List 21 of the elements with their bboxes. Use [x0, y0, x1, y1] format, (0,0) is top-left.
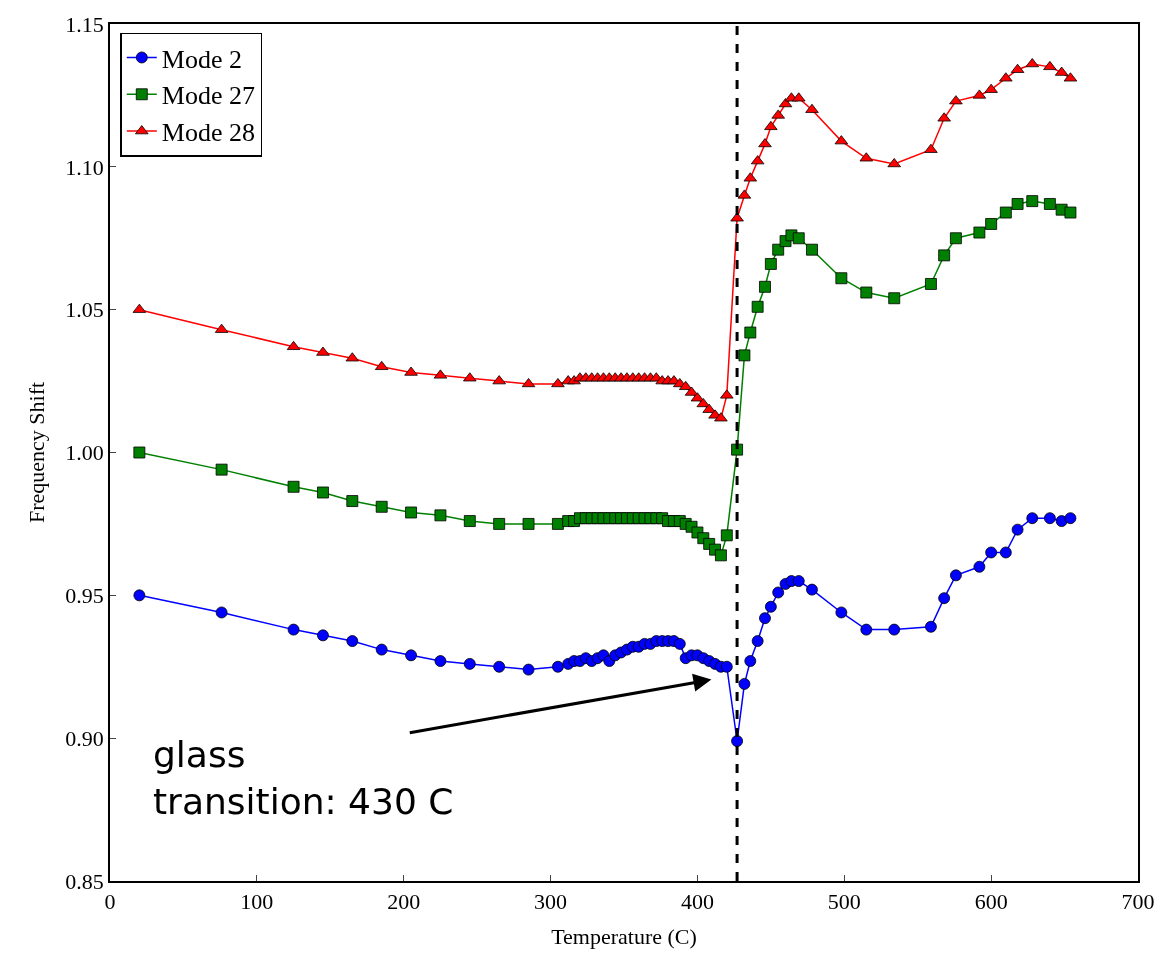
x-tick-label: 200 [387, 889, 421, 915]
y-tick-label: 1.00 [65, 440, 104, 466]
x-tick-label: 0 [104, 889, 116, 915]
x-tick-label: 100 [240, 889, 274, 915]
legend-label: Mode 28 [161, 118, 255, 148]
y-tick-label: 0.85 [65, 868, 104, 894]
x-tick-label: 600 [974, 889, 1008, 915]
y-tick-label: 1.05 [65, 297, 104, 323]
x-tick-label: 400 [680, 889, 714, 915]
y-tick-label: 0.90 [65, 725, 104, 751]
x-axis-title: Temperature (C) [551, 923, 697, 949]
legend-label: Mode 27 [161, 81, 255, 111]
y-tick-label: 0.95 [65, 583, 104, 609]
x-tick-label: 300 [534, 889, 568, 915]
x-tick-label: 700 [1121, 889, 1155, 915]
x-tick-label: 500 [827, 889, 861, 915]
legend-label: Mode 2 [161, 44, 242, 74]
y-axis-title: Frequency Shift [23, 381, 49, 524]
annotation: glass transition: 430 C [153, 734, 454, 822]
y-tick-label: 1.15 [65, 11, 104, 37]
y-tick-label: 1.10 [65, 154, 104, 180]
